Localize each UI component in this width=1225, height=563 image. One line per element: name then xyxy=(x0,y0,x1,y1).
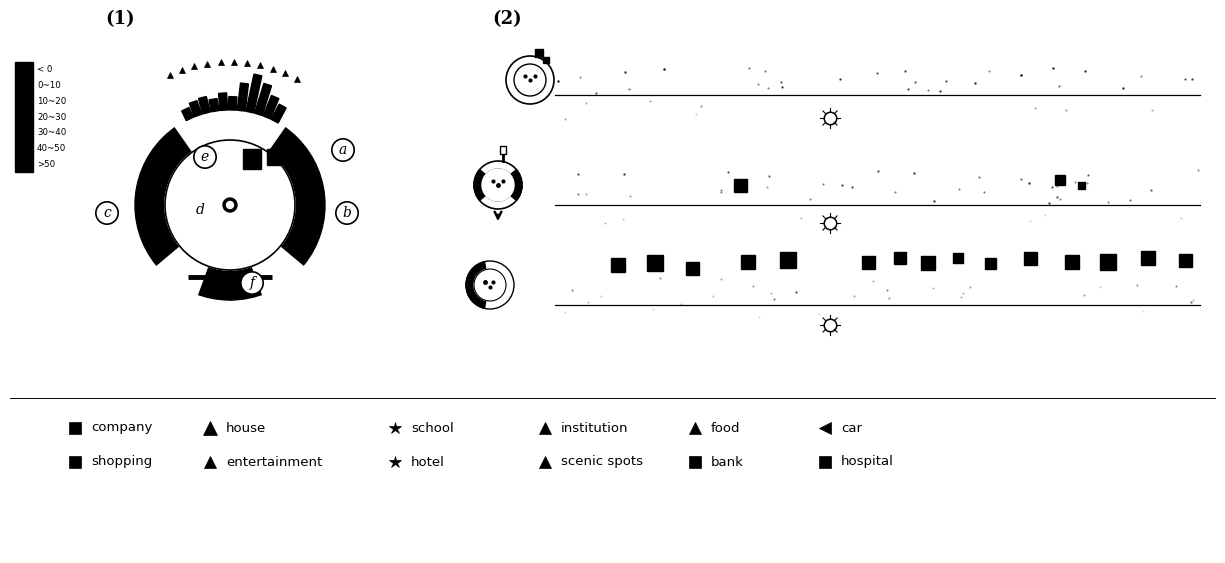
Circle shape xyxy=(165,140,295,270)
Bar xyxy=(1140,251,1155,265)
Text: house: house xyxy=(225,422,266,435)
Text: food: food xyxy=(710,422,740,435)
Bar xyxy=(1100,254,1116,270)
Bar xyxy=(500,146,506,154)
Wedge shape xyxy=(474,169,499,200)
Polygon shape xyxy=(190,101,202,117)
Polygon shape xyxy=(255,83,272,115)
Text: a: a xyxy=(339,143,347,157)
Text: c: c xyxy=(103,206,111,220)
Text: entertainment: entertainment xyxy=(225,455,322,468)
Text: shopping: shopping xyxy=(91,455,152,468)
Text: (2): (2) xyxy=(492,10,522,28)
Text: hospital: hospital xyxy=(842,455,894,468)
Polygon shape xyxy=(218,93,228,110)
Text: 20~30: 20~30 xyxy=(37,113,66,122)
Polygon shape xyxy=(181,108,194,120)
Text: bank: bank xyxy=(710,455,744,468)
Polygon shape xyxy=(271,104,287,123)
Circle shape xyxy=(481,169,514,201)
Wedge shape xyxy=(486,261,514,309)
Polygon shape xyxy=(246,74,262,113)
Text: (1): (1) xyxy=(105,10,135,28)
Wedge shape xyxy=(230,205,304,296)
Text: >50: >50 xyxy=(37,160,55,169)
Polygon shape xyxy=(229,97,236,110)
Bar xyxy=(611,258,625,272)
Circle shape xyxy=(165,140,295,270)
Wedge shape xyxy=(466,261,490,309)
Text: 40~50: 40~50 xyxy=(37,144,66,153)
Circle shape xyxy=(223,198,236,212)
Bar xyxy=(647,255,663,271)
Bar xyxy=(734,178,746,191)
Polygon shape xyxy=(198,96,211,114)
Text: car: car xyxy=(842,422,862,435)
Polygon shape xyxy=(263,96,279,119)
Wedge shape xyxy=(174,108,285,205)
Text: 10~20: 10~20 xyxy=(37,97,66,106)
Bar xyxy=(543,57,549,63)
Bar xyxy=(535,49,543,57)
Circle shape xyxy=(481,169,514,201)
Text: 30~40: 30~40 xyxy=(37,128,66,137)
Bar xyxy=(985,257,996,269)
Text: school: school xyxy=(412,422,453,435)
Bar xyxy=(953,253,963,263)
Bar xyxy=(267,149,281,165)
Bar xyxy=(243,149,261,169)
Polygon shape xyxy=(209,99,219,112)
Circle shape xyxy=(474,269,506,301)
Circle shape xyxy=(135,110,325,300)
Bar xyxy=(1178,253,1192,266)
Bar xyxy=(1078,182,1085,189)
Bar xyxy=(15,62,33,172)
Bar xyxy=(921,256,935,270)
Text: hotel: hotel xyxy=(412,455,445,468)
Text: scenic spots: scenic spots xyxy=(561,455,643,468)
Text: institution: institution xyxy=(561,422,628,435)
Bar xyxy=(861,256,875,269)
Wedge shape xyxy=(499,169,522,200)
Bar xyxy=(1065,255,1079,269)
Wedge shape xyxy=(156,205,230,296)
Polygon shape xyxy=(238,83,249,111)
Bar xyxy=(686,261,698,275)
Bar xyxy=(894,252,906,264)
Text: f: f xyxy=(250,276,255,290)
Text: d: d xyxy=(196,203,205,217)
Bar xyxy=(780,252,796,268)
Text: e: e xyxy=(201,150,209,164)
Text: b: b xyxy=(343,206,352,220)
Bar xyxy=(1055,175,1065,185)
Bar xyxy=(741,255,755,269)
Circle shape xyxy=(227,202,234,208)
Text: 0~10: 0~10 xyxy=(37,81,61,90)
Bar xyxy=(1024,252,1036,265)
Text: company: company xyxy=(91,422,152,435)
Text: < 0: < 0 xyxy=(37,65,53,74)
